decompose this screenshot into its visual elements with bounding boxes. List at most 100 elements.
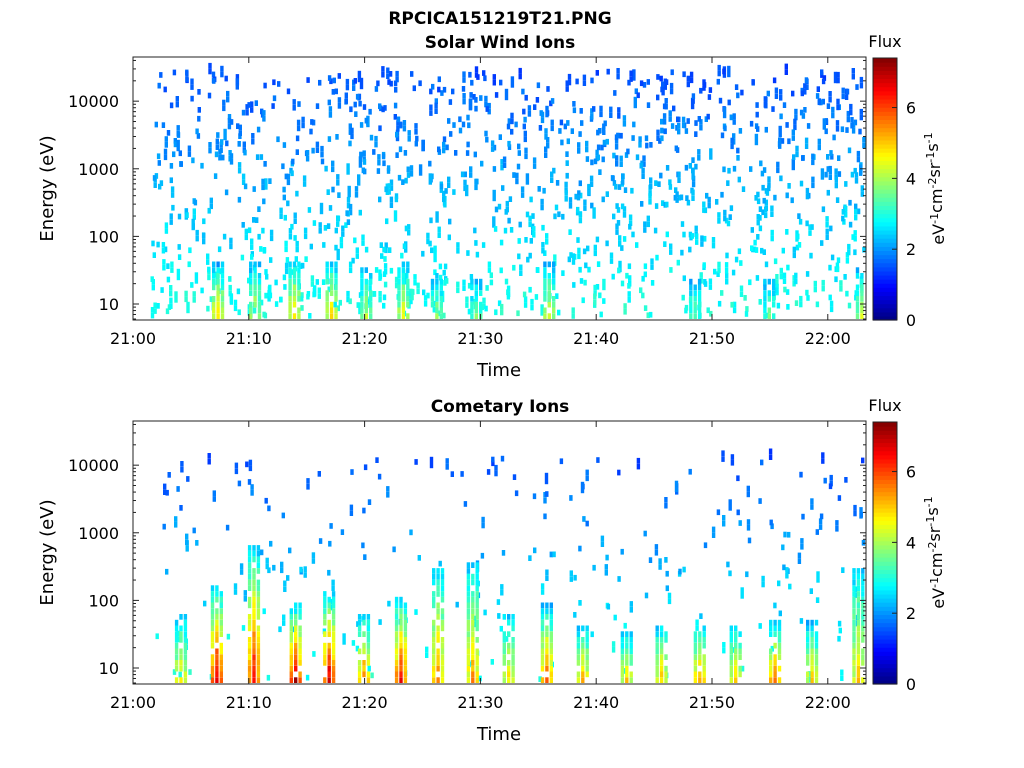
spectrogram-cell xyxy=(577,142,581,148)
spectrogram-cell xyxy=(693,648,698,655)
spectrogram-cell xyxy=(328,205,333,211)
spectrogram-cell xyxy=(247,102,251,108)
spectrogram-cell xyxy=(349,106,353,113)
spectrogram-cell xyxy=(828,294,832,301)
spectrogram-cell xyxy=(406,284,410,291)
spectrogram-cell xyxy=(159,180,164,186)
spectrogram-cell xyxy=(635,154,640,161)
spectrogram-cell xyxy=(242,141,246,148)
spectrogram-cell xyxy=(822,124,826,130)
spectrogram-cell xyxy=(856,631,861,637)
spectrogram-cell xyxy=(161,247,166,254)
spectrogram-cell xyxy=(806,654,810,660)
spectrogram-cell xyxy=(655,625,659,632)
spectrogram-cell xyxy=(852,573,856,580)
spectrogram-cell xyxy=(661,81,665,88)
spectrogram-cell xyxy=(736,475,740,482)
spectrogram-cell xyxy=(235,83,239,90)
spectrogram-cell xyxy=(209,203,213,210)
spectrogram-cell xyxy=(837,495,842,501)
spectrogram-cell xyxy=(298,660,302,666)
colorbar-step xyxy=(873,201,897,206)
spectrogram-cell xyxy=(629,642,633,649)
spectrogram-cell xyxy=(665,231,669,238)
spectrogram-cell xyxy=(175,101,179,108)
spectrogram-cell xyxy=(655,254,659,261)
spectrogram-cell xyxy=(596,457,600,463)
spectrogram-cell xyxy=(788,583,792,590)
spectrogram-cell xyxy=(649,311,653,318)
spectrogram-cell xyxy=(547,301,551,308)
spectrogram-cell xyxy=(174,665,179,672)
spectrogram-cell xyxy=(325,278,329,285)
spectrogram-cell xyxy=(382,294,387,301)
spectrogram-cell xyxy=(532,163,537,169)
spectrogram-cell xyxy=(280,561,284,568)
spectrogram-cell xyxy=(310,119,314,125)
spectrogram-cell xyxy=(447,234,451,241)
spectrogram-cell xyxy=(183,631,188,637)
spectrogram-cell xyxy=(396,116,401,123)
spectrogram-cell xyxy=(442,147,446,154)
spectrogram-cell xyxy=(387,79,391,85)
spectrogram-cell xyxy=(432,306,436,313)
spectrogram-cell xyxy=(569,576,573,582)
spectrogram-cell xyxy=(394,608,399,614)
spectrogram-cell xyxy=(654,544,659,550)
spectrogram-cell xyxy=(522,291,527,298)
spectrogram-cell xyxy=(680,249,684,256)
spectrogram-cell xyxy=(296,119,301,126)
spectrogram-cell xyxy=(691,98,695,104)
spectrogram-cell xyxy=(286,88,291,95)
spectrogram-cell xyxy=(587,189,591,196)
spectrogram-cell xyxy=(202,232,206,239)
spectrogram-cell xyxy=(552,301,556,308)
spectrogram-cell xyxy=(702,642,706,649)
spectrogram-cell xyxy=(394,282,399,289)
spectrogram-cell xyxy=(851,127,856,134)
spectrogram-cell xyxy=(397,174,402,181)
spectrogram-cell xyxy=(403,677,408,683)
spectrogram-cell xyxy=(582,516,586,522)
spectrogram-cell xyxy=(853,510,857,517)
spectrogram-cell xyxy=(853,249,857,256)
spectrogram-cell xyxy=(763,284,767,291)
spectrogram-cell xyxy=(247,614,252,620)
spectrogram-cell xyxy=(210,660,215,666)
spectrogram-cell xyxy=(327,596,331,603)
spectrogram-cell xyxy=(442,312,446,319)
spectrogram-cell xyxy=(860,284,864,291)
spectrogram-cell xyxy=(561,270,565,276)
spectrogram-cell xyxy=(511,665,515,672)
spectrogram-cell xyxy=(856,625,861,632)
spectrogram-cell xyxy=(470,278,474,285)
spectrogram-cell xyxy=(323,654,327,660)
x-tick-label: 21:10 xyxy=(226,693,272,712)
spectrogram-cell xyxy=(656,135,660,141)
spectrogram-cell xyxy=(471,654,475,660)
spectrogram-cell xyxy=(504,636,509,642)
spectrogram-cell xyxy=(327,286,331,293)
spectrogram-cell xyxy=(329,278,334,285)
spectrogram-cell xyxy=(251,138,255,145)
spectrogram-cell xyxy=(552,551,556,558)
spectrogram-cell xyxy=(293,212,297,219)
spectrogram-cell xyxy=(836,71,840,78)
colorbar-step xyxy=(873,524,897,530)
spectrogram-cell xyxy=(403,665,408,672)
spectrogram-cell xyxy=(176,274,181,281)
spectrogram-cell xyxy=(697,307,702,314)
colorbar-step xyxy=(873,557,897,562)
spectrogram-cell xyxy=(595,284,600,290)
spectrogram-cell xyxy=(456,287,460,294)
spectrogram-cell xyxy=(399,625,403,632)
spectrogram-cell xyxy=(800,538,804,544)
spectrogram-cell xyxy=(848,199,852,206)
spectrogram-cell xyxy=(215,637,219,643)
spectrogram-cell xyxy=(629,631,633,637)
spectrogram-cell xyxy=(435,284,439,291)
spectrogram-cell xyxy=(810,498,814,504)
spectrogram-cell xyxy=(467,122,471,129)
spectrogram-cell xyxy=(540,310,544,316)
x-tick-label: 21:20 xyxy=(342,693,388,712)
